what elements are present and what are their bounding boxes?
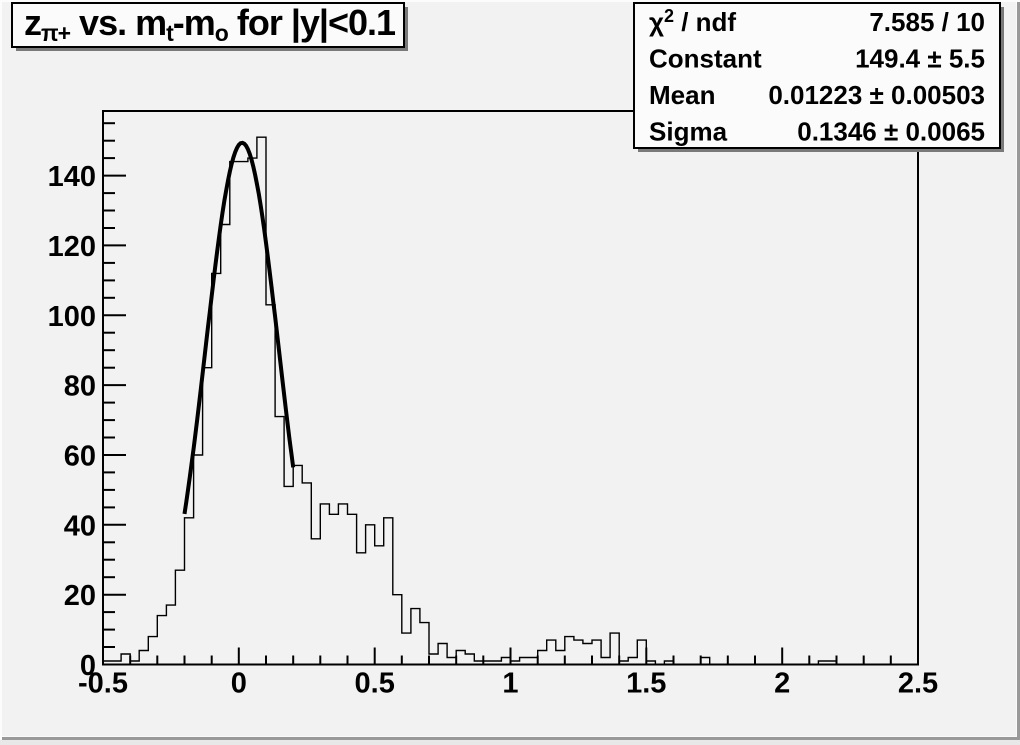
svg-text:Constant: Constant <box>649 44 762 74</box>
svg-text:0: 0 <box>80 650 96 682</box>
svg-text:2: 2 <box>774 668 790 700</box>
svg-text:1: 1 <box>502 668 518 700</box>
svg-text:0.01223 ± 0.00503: 0.01223 ± 0.00503 <box>768 80 985 110</box>
svg-text:Mean: Mean <box>649 80 715 110</box>
svg-text:χ2 / ndf: χ2 / ndf <box>649 6 736 37</box>
svg-text:7.585 / 10: 7.585 / 10 <box>869 7 985 37</box>
svg-text:60: 60 <box>64 441 96 473</box>
svg-text:149.4 ± 5.5: 149.4 ± 5.5 <box>855 44 985 74</box>
svg-text:0: 0 <box>231 668 247 700</box>
svg-text:zπ+ vs. mt-mo for |y|<0.1: zπ+ vs. mt-mo for |y|<0.1 <box>24 2 396 46</box>
svg-text:0.5: 0.5 <box>355 668 395 700</box>
svg-text:100: 100 <box>48 301 96 333</box>
svg-text:140: 140 <box>48 161 96 193</box>
svg-text:1.5: 1.5 <box>626 668 666 700</box>
svg-text:-0.5: -0.5 <box>78 668 128 700</box>
svg-text:Sigma: Sigma <box>649 117 728 147</box>
svg-text:80: 80 <box>64 371 96 403</box>
svg-text:2.5: 2.5 <box>898 668 938 700</box>
svg-text:20: 20 <box>64 580 96 612</box>
svg-text:0.1346 ± 0.0065: 0.1346 ± 0.0065 <box>797 117 985 147</box>
svg-text:40: 40 <box>64 510 96 542</box>
svg-text:120: 120 <box>48 231 96 263</box>
